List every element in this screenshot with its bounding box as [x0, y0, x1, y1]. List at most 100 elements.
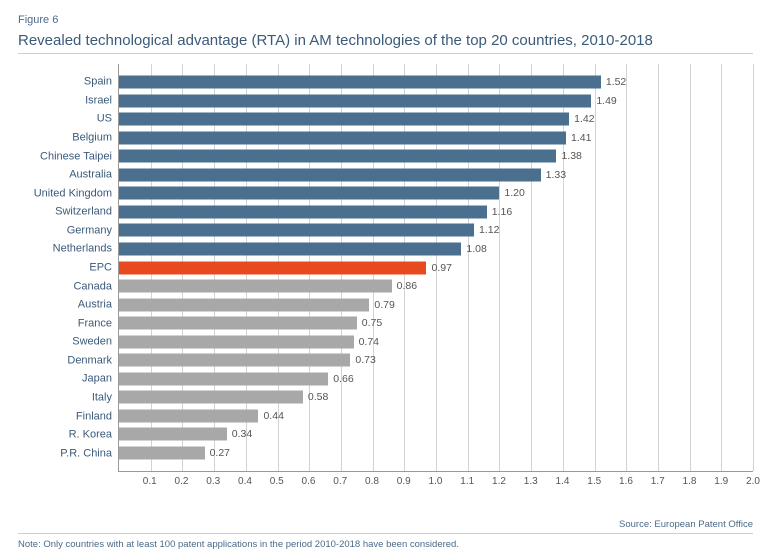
y-tick-label: Netherlands — [20, 244, 112, 255]
bar — [119, 168, 541, 181]
gridline — [595, 64, 596, 471]
bar-value-label: 1.08 — [466, 244, 486, 255]
bar-value-label: 0.79 — [374, 299, 394, 310]
bar-value-label: 0.86 — [397, 281, 417, 292]
bar — [119, 298, 369, 311]
x-tick-label: 1.0 — [429, 476, 443, 487]
y-tick-label: Italy — [20, 393, 112, 404]
x-tick-label: 0.1 — [143, 476, 157, 487]
bar — [119, 317, 357, 330]
gridline — [690, 64, 691, 471]
x-tick-label: 0.4 — [238, 476, 252, 487]
bar — [119, 261, 426, 274]
bar-value-label: 1.52 — [606, 77, 626, 88]
bar-value-label: 0.74 — [359, 336, 379, 347]
bar — [119, 428, 227, 441]
x-tick-label: 0.9 — [397, 476, 411, 487]
bar — [119, 372, 328, 385]
y-tick-label: Austria — [20, 300, 112, 311]
x-tick-label: 0.3 — [206, 476, 220, 487]
x-tick-label: 1.9 — [714, 476, 728, 487]
x-tick-label: 1.5 — [587, 476, 601, 487]
footnote: Note: Only countries with at least 100 p… — [18, 539, 459, 550]
bar-value-label: 1.41 — [571, 133, 591, 144]
x-tick-label: 1.4 — [556, 476, 570, 487]
y-tick-label: Australia — [20, 170, 112, 181]
x-tick-label: 1.3 — [524, 476, 538, 487]
plot-area: 1.52 1.491.42 1.41 1.38 1.33 1.20 1.16 1.12 1.08… — [118, 64, 753, 472]
y-tick-label: United Kingdom — [20, 188, 112, 199]
bar-value-label: 1.20 — [504, 188, 524, 199]
y-tick-label: Israel — [20, 95, 112, 106]
y-tick-label: EPC — [20, 263, 112, 274]
y-tick-label: Belgium — [20, 132, 112, 143]
bar — [119, 76, 601, 89]
bar-value-label: 1.38 — [561, 151, 581, 162]
gridline — [721, 64, 722, 471]
y-tick-label: Denmark — [20, 355, 112, 366]
y-tick-label: US — [20, 114, 112, 125]
gridline — [658, 64, 659, 471]
bar — [119, 113, 569, 126]
y-tick-label: Switzerland — [20, 207, 112, 218]
bar — [119, 354, 350, 367]
bar — [119, 94, 591, 107]
title-divider — [18, 53, 753, 54]
source-text: Source: European Patent Office — [619, 519, 753, 530]
x-tick-label: 2.0 — [746, 476, 760, 487]
gridline — [753, 64, 754, 471]
bar — [119, 150, 556, 163]
bar-value-label: 0.66 — [333, 373, 353, 384]
bar-value-label: 0.58 — [308, 392, 328, 403]
bar — [119, 224, 474, 237]
x-tick-label: 1.8 — [683, 476, 697, 487]
x-tick-label: 0.8 — [365, 476, 379, 487]
bar-value-label: 0.34 — [232, 429, 252, 440]
bar-value-label: 0.73 — [355, 355, 375, 366]
x-tick-label: 0.7 — [333, 476, 347, 487]
x-tick-label: 1.2 — [492, 476, 506, 487]
bar-value-label: 1.42 — [574, 114, 594, 125]
y-tick-label: Finland — [20, 411, 112, 422]
bar-value-label: 1.12 — [479, 225, 499, 236]
bar — [119, 335, 354, 348]
bar — [119, 131, 566, 144]
x-axis: 0.1 0.2 0.3 0.4 0.5 0.6 0.7 0.8 0.9 1.0 1.1 1.2 1.3 1… — [118, 474, 753, 494]
bar — [119, 187, 499, 200]
bar — [119, 391, 303, 404]
bar-chart: Spain Israel US Belgium Chinese Taipei Austra… — [20, 64, 753, 494]
bar — [119, 446, 205, 459]
bar-value-label: 1.33 — [546, 170, 566, 181]
y-tick-label: Chinese Taipei — [20, 151, 112, 162]
x-tick-label: 1.7 — [651, 476, 665, 487]
bar — [119, 280, 392, 293]
y-tick-label: R. Korea — [20, 430, 112, 441]
bar-value-label: 0.44 — [263, 410, 283, 421]
x-tick-label: 1.1 — [460, 476, 474, 487]
bar-value-label: 0.27 — [210, 448, 230, 459]
y-tick-label: Germany — [20, 225, 112, 236]
x-tick-label: 0.5 — [270, 476, 284, 487]
y-tick-label: Japan — [20, 374, 112, 385]
y-tick-label: Spain — [20, 77, 112, 88]
y-axis-labels: Spain Israel US Belgium Chinese Taipei Austra… — [20, 64, 116, 472]
chart-title: Revealed technological advantage (RTA) i… — [18, 32, 753, 49]
bar-value-label: 1.16 — [492, 207, 512, 218]
x-tick-label: 1.6 — [619, 476, 633, 487]
bar-value-label: 0.97 — [431, 262, 451, 273]
x-tick-label: 0.6 — [302, 476, 316, 487]
footer-divider — [18, 533, 753, 534]
bar — [119, 205, 487, 218]
y-tick-label: Canada — [20, 281, 112, 292]
y-tick-label: France — [20, 318, 112, 329]
bar — [119, 409, 258, 422]
y-tick-label: P.R. China — [20, 448, 112, 459]
x-tick-label: 0.2 — [175, 476, 189, 487]
y-tick-label: Sweden — [20, 337, 112, 348]
bar-value-label: 0.75 — [362, 318, 382, 329]
bar-value-label: 1.49 — [596, 95, 616, 106]
gridline — [626, 64, 627, 471]
bar — [119, 242, 461, 255]
figure-number: Figure 6 — [18, 14, 753, 26]
chart-container: Spain Israel US Belgium Chinese Taipei Austra… — [20, 64, 753, 494]
